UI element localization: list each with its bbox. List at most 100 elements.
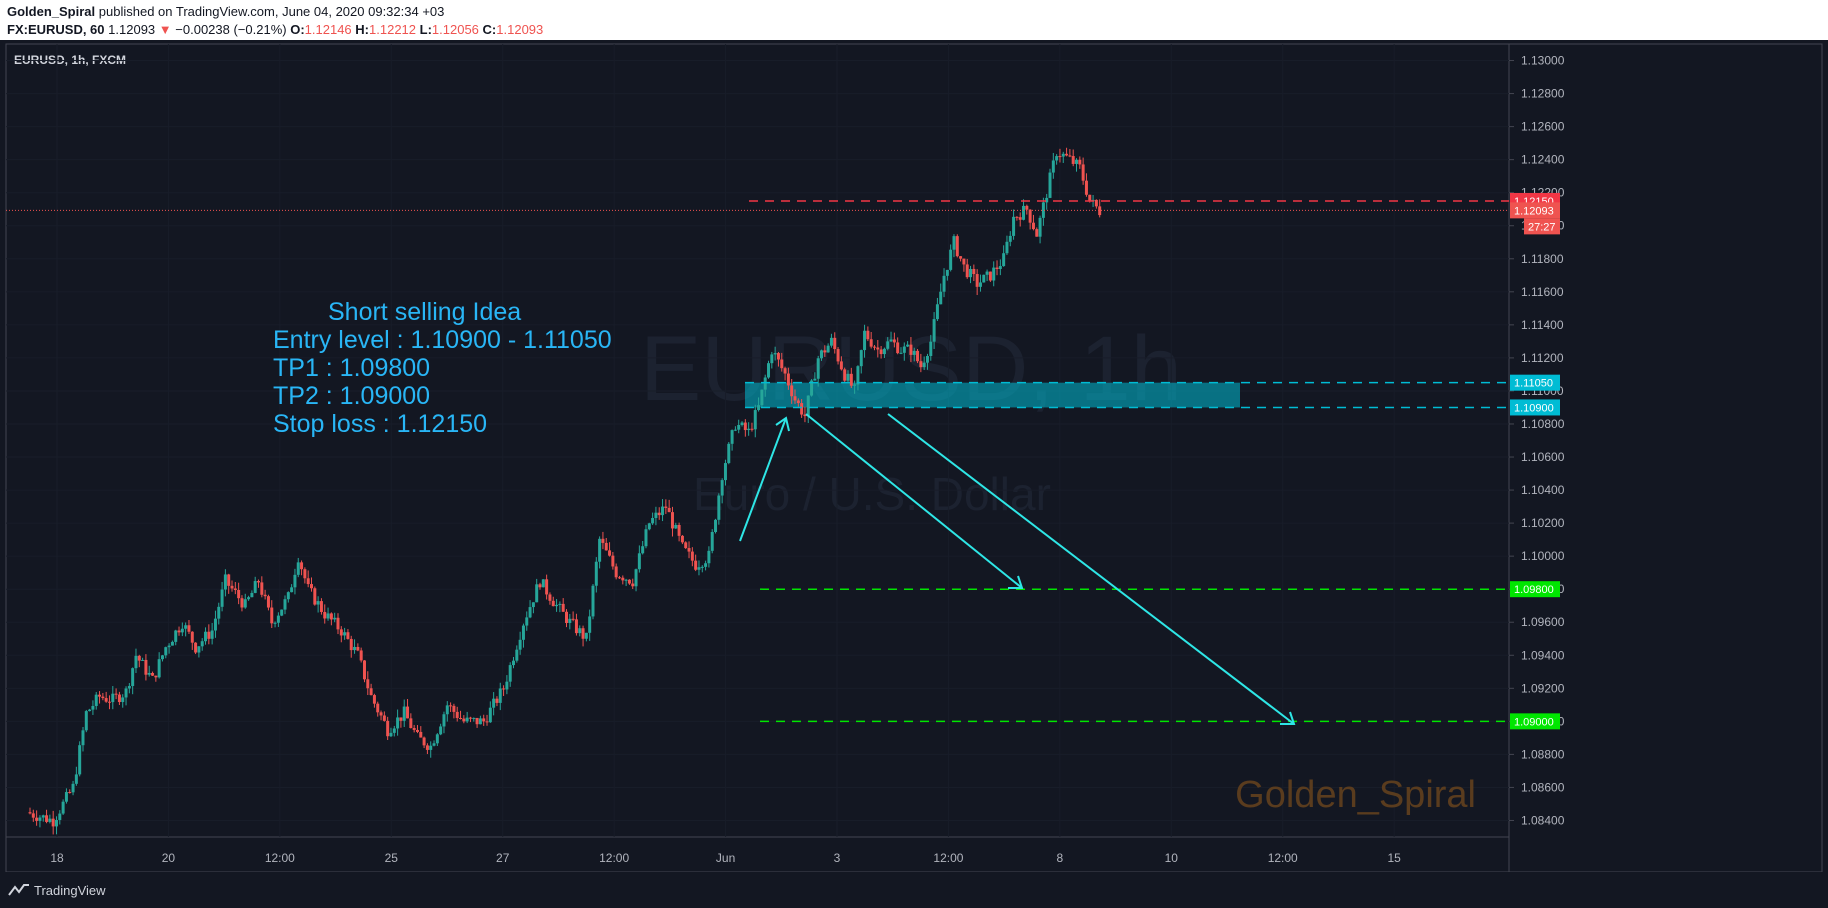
x-tick-label: 10 (1165, 851, 1179, 865)
candle-body (137, 655, 141, 661)
candle-body (505, 681, 509, 690)
ohlc-line: FX:EURUSD, 60 1.12093 ▼ −0.00238 (−0.21%… (7, 22, 543, 37)
candle-body (1094, 199, 1098, 207)
candle-body (81, 730, 85, 746)
candle-body (565, 611, 568, 623)
candle-body (273, 622, 277, 624)
candle-body (247, 597, 251, 600)
price-tag-box (1510, 581, 1560, 598)
candle-body (151, 672, 155, 676)
candle-body (608, 550, 612, 556)
idea-stop: Stop loss : 1.12150 (273, 410, 487, 438)
candle-body (1038, 217, 1042, 237)
candle-body (929, 341, 933, 357)
candle-body (714, 519, 718, 533)
candle-body (409, 718, 413, 728)
candle-body (449, 705, 453, 707)
tradingview-logo-icon[interactable] (8, 883, 30, 902)
candle-body (591, 585, 595, 617)
candle-body (84, 711, 88, 731)
open-value: 1.12146 (304, 22, 352, 37)
candle-body (475, 717, 479, 725)
price-chart[interactable]: EURUSD, 1h Euro / U.S. Dollar EURUSD, 1h… (0, 0, 1828, 872)
candle-body (710, 532, 714, 551)
candle-body (753, 410, 757, 430)
candle-body (1002, 253, 1006, 267)
candle-body (541, 579, 545, 588)
y-tick-label: 1.10600 (1521, 450, 1565, 464)
candle-body (982, 274, 986, 283)
author-name[interactable]: Golden_Spiral (7, 4, 96, 19)
x-tick-label: Jun (716, 851, 735, 865)
candle-body (339, 629, 343, 636)
candle-body (803, 414, 807, 417)
candle-body (111, 693, 115, 703)
candle-body (558, 603, 562, 605)
candle-body (760, 389, 764, 406)
candle-body (141, 659, 145, 661)
candle-body (945, 269, 949, 276)
candle-body (902, 346, 906, 353)
candle-body (677, 524, 681, 536)
candle-body (707, 550, 711, 564)
candle-body (280, 609, 284, 616)
candle-body (237, 590, 241, 599)
candle-body (704, 563, 708, 567)
candle-body (949, 249, 953, 270)
candle-body (594, 561, 598, 586)
tp2-arrow-head (1280, 711, 1296, 725)
candle-body (1075, 159, 1079, 164)
candle-body (733, 429, 737, 431)
footer: TradingView (0, 872, 1828, 908)
candle-body (849, 373, 853, 386)
candle-body (213, 618, 217, 631)
candle-body (263, 594, 267, 597)
low-value: 1.12056 (431, 22, 479, 37)
candle-body (899, 352, 903, 354)
candle-body (697, 567, 701, 570)
candle-body (104, 698, 108, 702)
candle-body (78, 745, 82, 775)
candle-body (521, 625, 525, 640)
candle-body (309, 584, 313, 589)
candle-body (1078, 159, 1082, 165)
candle-body (353, 646, 357, 651)
last-price: 1.12093 (108, 22, 156, 37)
tp1-arrow-line (805, 413, 1023, 589)
candle-body (939, 291, 943, 305)
candle-body (207, 631, 211, 639)
candle-body (800, 403, 804, 415)
down-arrow-icon: ▼ (158, 22, 172, 37)
candle-body (45, 815, 49, 822)
candle-body (614, 566, 618, 578)
candle-body (415, 729, 419, 732)
candle-body (889, 339, 893, 342)
candle-body (836, 349, 840, 362)
candle-body (71, 783, 75, 793)
candle-body (588, 616, 592, 633)
candle-body (91, 705, 95, 710)
symbol-id: FX:EURUSD, 60 (7, 22, 105, 37)
y-tick-label: 1.08600 (1521, 780, 1565, 794)
candle-body (1015, 216, 1019, 218)
candle-body (952, 236, 956, 250)
y-tick-label: 1.09600 (1521, 615, 1565, 629)
footer-brand[interactable]: TradingView (34, 883, 106, 898)
candle-body (886, 341, 890, 349)
candle-body (283, 599, 287, 610)
candle-body (687, 548, 691, 552)
candle-body (455, 711, 459, 718)
candle-body (674, 524, 678, 529)
candle-body (154, 675, 158, 678)
candle-body (495, 698, 499, 703)
candle-body (896, 342, 900, 354)
candle-body (661, 506, 665, 516)
candle-body (296, 562, 300, 575)
candle-body (276, 615, 280, 623)
candle-body (919, 361, 923, 368)
price-tag-box (1510, 713, 1560, 730)
candle-body (882, 348, 886, 355)
candle-body (780, 359, 784, 369)
candle-body (243, 599, 247, 608)
candle-body (512, 660, 516, 666)
